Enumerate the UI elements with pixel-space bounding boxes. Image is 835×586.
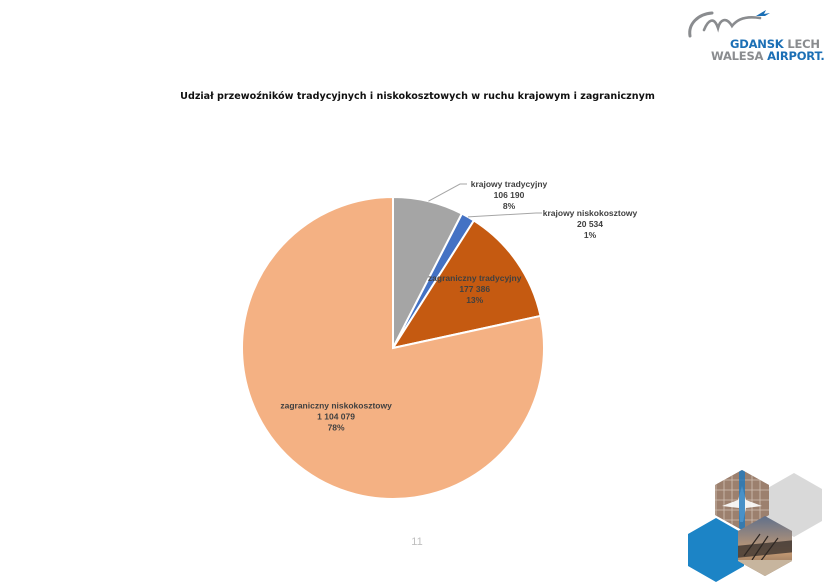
data-label-value-krajowy-niskokosztowy: 20 534 bbox=[577, 219, 603, 229]
leader-line-krajowy-niskokosztowy bbox=[467, 212, 542, 218]
logo-mark-icon bbox=[688, 10, 770, 38]
logo-text-line2: WALESA AIRPORT. bbox=[711, 49, 825, 63]
logo-word-airport: AIRPORT. bbox=[767, 49, 825, 63]
logo-word-gdansk: GDANSK bbox=[730, 37, 784, 51]
data-label-percent-krajowy-niskokosztowy: 1% bbox=[584, 230, 597, 240]
pie-slice-zagraniczny-tradycyjny bbox=[390, 219, 542, 350]
data-label-value-zagraniczny-niskokosztowy: 1 104 079 bbox=[317, 412, 355, 422]
page-number: 11 bbox=[411, 536, 423, 548]
logo-word-lech: LECH bbox=[787, 37, 820, 51]
data-label-percent-zagraniczny-tradycyjny: 13% bbox=[466, 295, 483, 305]
logo-word-walesa: WALESA bbox=[711, 49, 764, 63]
data-label-percent-zagraniczny-niskokosztowy: 78% bbox=[328, 423, 345, 433]
blue-hexagon bbox=[688, 518, 744, 582]
leader-line-krajowy-tradycyjny bbox=[428, 183, 467, 202]
data-label-category-zagraniczny-niskokosztowy: zagraniczny niskokosztowy bbox=[280, 401, 392, 411]
data-label-category-zagraniczny-tradycyjny: zagraniczny tradycyjny bbox=[428, 273, 522, 283]
data-label-value-zagraniczny-tradycyjny: 177 386 bbox=[459, 284, 490, 294]
data-label-category-krajowy-tradycyjny: krajowy tradycyjny bbox=[471, 179, 548, 189]
chart-title: Udział przewoźników tradycyjnych i nisko… bbox=[180, 91, 655, 102]
data-label-category-krajowy-niskokosztowy: krajowy niskokosztowy bbox=[543, 208, 638, 218]
data-label-percent-krajowy-tradycyjny: 8% bbox=[503, 201, 516, 211]
airport-logo: GDANSK LECH WALESA AIRPORT. bbox=[686, 6, 825, 64]
logo-text-line1: GDANSK LECH bbox=[730, 37, 820, 51]
pie-slice-zagraniczny-niskokosztowy bbox=[241, 195, 545, 500]
grey-hexagon bbox=[766, 473, 822, 537]
data-label-value-krajowy-tradycyjny: 106 190 bbox=[494, 190, 525, 200]
